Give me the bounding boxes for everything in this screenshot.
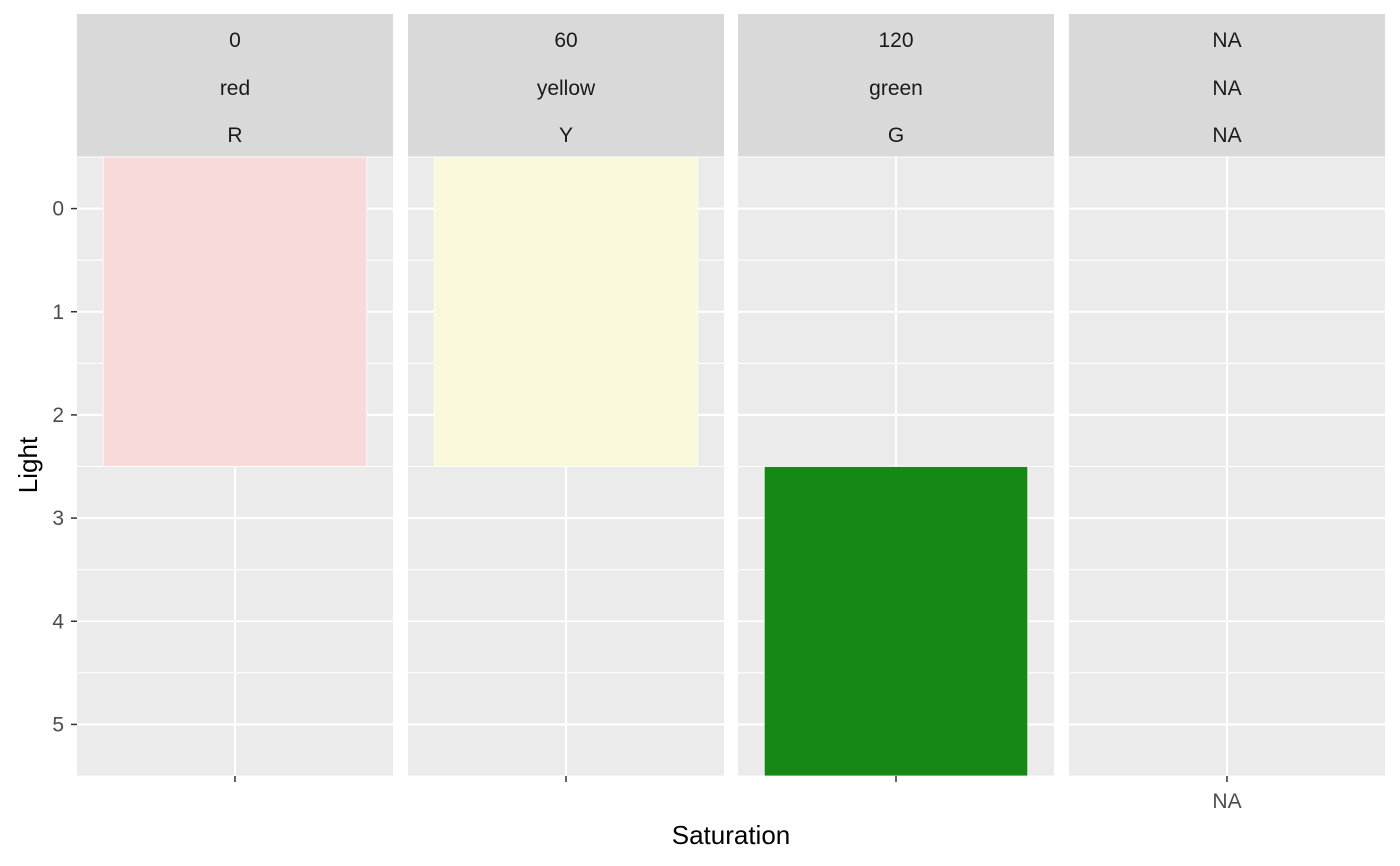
facet-strip bbox=[77, 14, 393, 157]
y-tick-label: 2 bbox=[52, 404, 64, 427]
x-axis-title: Saturation bbox=[672, 820, 791, 850]
y-tick-label: 5 bbox=[52, 713, 64, 736]
y-axis-title: Light bbox=[13, 436, 43, 493]
strip-label: NA bbox=[1212, 77, 1241, 100]
strip-label: green bbox=[869, 77, 923, 100]
y-tick-label: 4 bbox=[52, 610, 64, 633]
strip-label: yellow bbox=[537, 77, 596, 100]
strip-label: NA bbox=[1212, 124, 1241, 147]
tile bbox=[763, 466, 1029, 777]
y-tick-label: 0 bbox=[52, 198, 64, 221]
strip-label: Y bbox=[559, 124, 573, 147]
x-axis: NA bbox=[234, 776, 1242, 813]
facet-strip bbox=[1069, 14, 1385, 157]
y-axis: 0 1 2 3 4 5 bbox=[52, 198, 77, 736]
y-tick-label: 1 bbox=[52, 301, 64, 324]
strip-label: 0 bbox=[229, 29, 241, 52]
y-tick-label: 3 bbox=[52, 507, 64, 530]
strip-label: NA bbox=[1212, 29, 1241, 52]
facet-strips: 0 red R 60 yellow Y 120 green G NA NA NA bbox=[77, 14, 1385, 157]
x-tick-label: NA bbox=[1212, 790, 1241, 813]
strip-label: red bbox=[220, 77, 250, 100]
facet-strip bbox=[408, 14, 724, 157]
strip-label: 60 bbox=[554, 29, 577, 52]
tile bbox=[102, 156, 368, 467]
facet-strip bbox=[738, 14, 1054, 157]
tile bbox=[433, 156, 699, 467]
facet-panels bbox=[77, 156, 1385, 777]
strip-label: R bbox=[227, 124, 242, 147]
strip-label: G bbox=[888, 124, 904, 147]
strip-label: 120 bbox=[878, 29, 913, 52]
